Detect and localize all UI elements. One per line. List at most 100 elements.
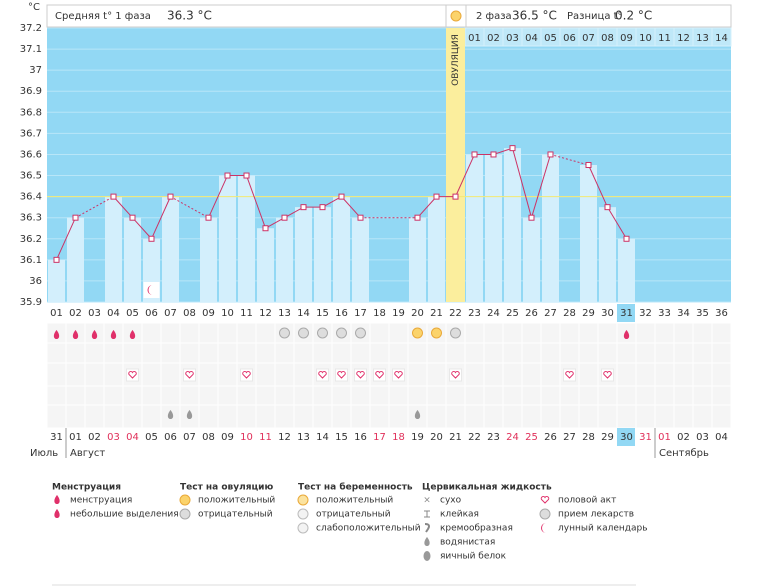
date-label: 09 — [221, 432, 234, 443]
y-tick-label: 36.2 — [20, 234, 42, 245]
intercourse-icon — [318, 371, 327, 379]
watery-icon — [167, 410, 174, 419]
point — [281, 214, 288, 221]
date-label: 11 — [259, 432, 272, 443]
y-tick-label: 36.8 — [20, 107, 42, 118]
intercourse-icon-box — [449, 368, 462, 382]
point — [224, 172, 231, 179]
phase1-label: Средняя t° 1 фаза — [55, 11, 151, 22]
grid-cell — [274, 385, 295, 406]
grid-cell — [255, 385, 276, 406]
grid-cell — [464, 385, 485, 406]
grid-cell — [103, 362, 124, 387]
grid-cell — [502, 342, 523, 364]
ovulation-positive-icon — [412, 327, 423, 339]
grid-cell — [236, 404, 257, 429]
phase2-day: 09 — [620, 33, 633, 44]
grid-cell — [388, 322, 409, 344]
legend-title: Тест на беременность — [298, 482, 413, 493]
phase2-cell — [711, 27, 732, 47]
grid-cell — [179, 385, 200, 406]
grid-cell — [635, 385, 656, 406]
grid-cell — [84, 404, 105, 429]
grid-cell — [84, 385, 105, 406]
grid-cell — [350, 404, 371, 429]
date-label: 28 — [582, 432, 595, 443]
grid-cell — [521, 385, 542, 406]
grid-cell — [540, 385, 561, 406]
grid-cell — [255, 322, 276, 344]
grid-cell — [46, 362, 67, 387]
ovulation-positive-icon — [431, 327, 442, 339]
today-box — [617, 304, 635, 322]
phase2-day: 02 — [487, 33, 500, 44]
grid-cell — [198, 404, 219, 429]
menstruation-icon — [623, 330, 630, 339]
intercourse-icon — [451, 371, 460, 379]
legend-item: прием лекарств — [558, 510, 634, 520]
y-tick-label: 36.7 — [20, 128, 42, 139]
phase2-day: 05 — [544, 33, 557, 44]
menstruation-icon — [72, 330, 79, 339]
ovulation-negative-icon — [450, 327, 461, 339]
grid-cell — [198, 362, 219, 387]
bar — [352, 217, 369, 302]
bar — [314, 207, 331, 302]
grid-cell — [369, 385, 390, 406]
intercourse-icon — [375, 371, 384, 379]
legend-title: Тест на овуляцию — [180, 483, 273, 493]
legend-title: Менструация — [52, 483, 121, 493]
grid-cell — [464, 342, 485, 364]
grid-cell — [369, 342, 390, 364]
grid-cell — [160, 342, 181, 364]
date-label: 04 — [715, 432, 728, 443]
grid-cell — [559, 322, 580, 344]
y-tick-label: 36.6 — [20, 149, 42, 160]
grid-cell — [141, 322, 162, 344]
grid-cell — [293, 362, 314, 387]
grid-cell — [179, 322, 200, 344]
point — [528, 214, 535, 221]
x-tick-label: 08 — [183, 308, 196, 319]
grid-cell — [635, 322, 656, 344]
grid-cell — [103, 342, 124, 364]
point — [452, 193, 459, 200]
date-label: 13 — [297, 432, 310, 443]
x-tick-label: 10 — [221, 308, 234, 319]
grid-cell — [597, 404, 618, 429]
grid-cell — [217, 342, 238, 364]
grid-cell — [65, 404, 86, 429]
grid-cell — [464, 362, 485, 387]
grid-cell — [160, 385, 181, 406]
phase2-day: 12 — [677, 33, 690, 44]
grid-cell — [521, 404, 542, 429]
legend-item: яичный белок — [440, 552, 507, 562]
date-label: 08 — [202, 432, 215, 443]
grid-cell — [654, 322, 675, 344]
grid-cell — [160, 322, 181, 344]
point — [585, 162, 592, 168]
grid-cell — [217, 404, 238, 429]
bar — [162, 196, 179, 302]
x-tick-label: 27 — [544, 308, 557, 319]
grid-cell — [350, 385, 371, 406]
grid-cell — [578, 342, 599, 364]
grid-cell — [255, 362, 276, 387]
grid-cell — [578, 404, 599, 429]
x-tick-label: 18 — [373, 308, 386, 319]
menstruation-icon — [110, 330, 117, 339]
grid-cell — [692, 322, 713, 344]
date-label: 18 — [392, 432, 405, 443]
grid-cell — [198, 322, 219, 344]
phase2-day: 03 — [506, 33, 519, 44]
x-tick-label: 11 — [240, 308, 253, 319]
bar — [124, 217, 141, 302]
legend-icon — [541, 523, 546, 533]
legend-icon — [54, 509, 60, 518]
point — [338, 193, 345, 200]
line-segment — [531, 154, 551, 218]
line-segment — [284, 206, 304, 219]
x-tick-label: 28 — [563, 308, 576, 319]
point — [433, 193, 440, 200]
